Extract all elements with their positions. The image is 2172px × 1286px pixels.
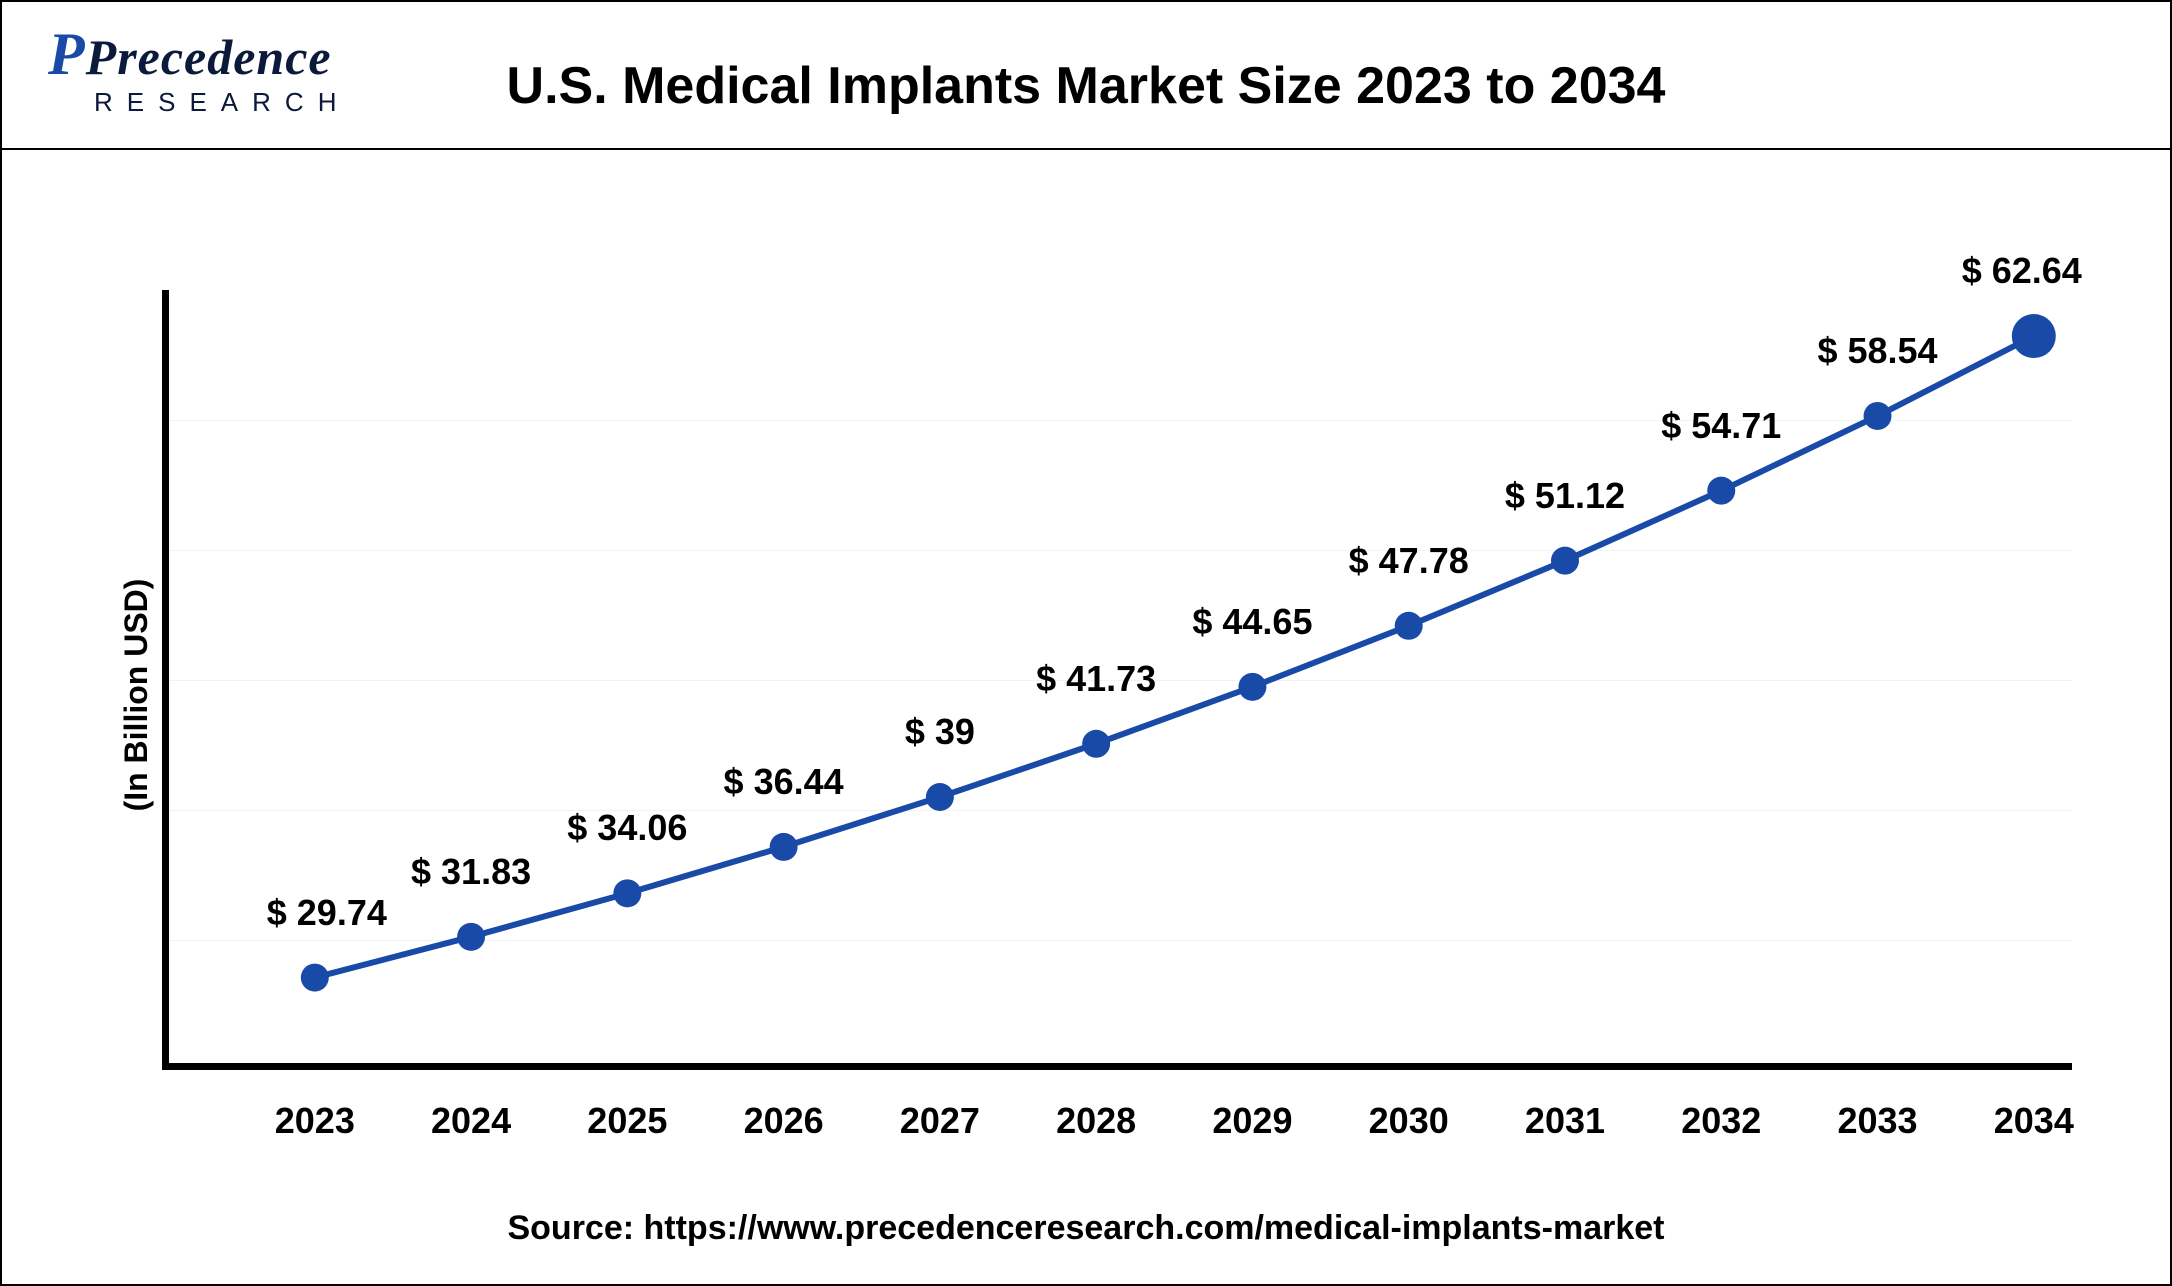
data-label: $ 47.78 — [1349, 540, 1469, 582]
data-label: $ 39 — [905, 711, 975, 753]
x-tick-label: 2027 — [900, 1100, 980, 1142]
x-tick-label: 2029 — [1212, 1100, 1292, 1142]
data-marker — [1395, 612, 1423, 640]
x-tick-label: 2034 — [1994, 1100, 2074, 1142]
data-marker — [457, 923, 485, 951]
data-label: $ 34.06 — [567, 807, 687, 849]
chart-area: (In Billion USD) $ 29.74$ 31.83$ 34.06$ … — [2, 150, 2170, 1240]
x-tick-label: 2033 — [1837, 1100, 1917, 1142]
data-label: $ 58.54 — [1817, 330, 1937, 372]
data-marker — [1238, 673, 1266, 701]
x-tick-label: 2032 — [1681, 1100, 1761, 1142]
source-caption: Source: https://www.precedenceresearch.c… — [2, 1209, 2170, 1248]
x-tick-label: 2026 — [744, 1100, 824, 1142]
data-marker — [1864, 402, 1892, 430]
data-label: $ 36.44 — [724, 761, 844, 803]
plot-region: $ 29.74 $ 31.83 $ 34.06 $ 36.44 $ 39 $ 41.73 $… — [162, 290, 2072, 1070]
data-marker — [1082, 730, 1110, 758]
y-axis-label: (In Billion USD) — [118, 579, 155, 812]
data-marker — [1551, 547, 1579, 575]
x-tick-label: 2028 — [1056, 1100, 1136, 1142]
x-tick-label: 2031 — [1525, 1100, 1605, 1142]
data-label: $ 51.12 — [1505, 475, 1625, 517]
chart-frame: PPrecedence RESEARCH U.S. Medical Implan… — [0, 0, 2172, 1286]
data-marker — [770, 833, 798, 861]
data-marker — [613, 879, 641, 907]
data-label: $ 31.83 — [411, 851, 531, 893]
x-tick-label: 2023 — [275, 1100, 355, 1142]
data-marker — [301, 964, 329, 992]
chart-title: U.S. Medical Implants Market Size 2023 t… — [2, 56, 2170, 116]
data-label: $ 41.73 — [1036, 658, 1156, 700]
x-tick-label: 2024 — [431, 1100, 511, 1142]
data-label: $ 54.71 — [1661, 405, 1781, 447]
x-tick-label: 2030 — [1369, 1100, 1449, 1142]
data-marker — [926, 783, 954, 811]
header-bar: PPrecedence RESEARCH U.S. Medical Implan… — [2, 2, 2170, 150]
data-label: $ 29.74 — [267, 892, 387, 934]
data-label: $ 62.64 — [1962, 250, 2082, 292]
data-marker — [2012, 314, 2056, 358]
data-label: $ 44.65 — [1192, 601, 1312, 643]
x-tick-label: 2025 — [587, 1100, 667, 1142]
data-marker — [1707, 477, 1735, 505]
